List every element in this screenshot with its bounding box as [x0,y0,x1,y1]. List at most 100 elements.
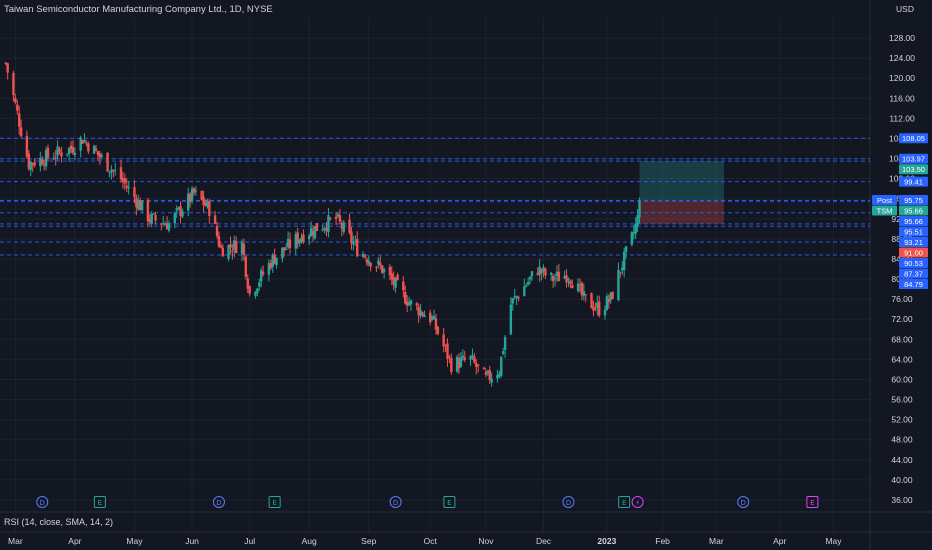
earnings-marker-icon [443,496,456,508]
candle-body [417,306,420,316]
candle-body [188,193,192,202]
level-price-tag [899,164,928,175]
level-price-tag [899,133,928,144]
level-price-tag [899,226,928,237]
candle-body [421,312,424,316]
candle-body [498,373,501,377]
candle-body [509,304,513,335]
event-marker-text: E [810,499,814,507]
rsi-indicator-label[interactable]: RSI (14, close, SMA, 14, 2) [4,517,114,527]
candle-body [16,104,19,111]
candle-body [296,232,299,244]
candle-body [621,267,624,271]
candle-body [348,219,351,233]
event-marker-text: D [741,499,746,507]
candle-body [571,285,574,289]
candle-body [611,292,614,299]
candle-body [6,63,9,73]
x-tick-label: May [825,536,842,546]
candle-body [261,271,265,275]
candle-body [298,239,301,244]
level-price-tag [899,247,928,258]
x-tick-label: Mar [8,536,23,546]
candle-body [617,269,620,301]
candle-body [632,232,635,234]
candle-body [459,357,463,367]
candle-body [12,73,15,96]
candle-body [540,269,543,274]
candle-body [394,277,397,288]
candle-body [259,270,263,282]
x-tick-label: Aug [302,536,317,546]
candle-body [327,215,330,232]
candle-body [342,222,345,232]
y-tick-label: 64.00 [891,354,913,364]
candle-body [404,291,407,304]
level-price-text: 108.05 [902,134,925,143]
candle-body [490,378,493,383]
candle-body [484,372,488,375]
candle-body [563,275,566,279]
level-tag-text: TSM [877,206,893,215]
candle-body [444,345,447,347]
level-price-tag [899,236,928,247]
x-tick-label: Oct [424,536,438,546]
candle-body [81,140,84,144]
candle-body [160,223,163,225]
candle-body [396,274,399,281]
candle-body [18,113,21,127]
level-tag-text: Post [877,196,893,205]
candle-body [442,334,445,347]
candle-body [194,190,198,192]
event-marker-text: E [622,499,626,507]
candle-body [436,327,440,334]
candle-body [125,185,128,188]
candle-body [300,237,303,242]
candle-body [622,251,626,271]
candle-body [338,215,342,222]
candle-body [231,250,234,252]
candle-body [390,273,393,280]
candle-body [503,337,507,350]
candle-body [286,238,290,248]
event-marker-text: D [393,499,398,507]
x-tick-label: Feb [655,536,670,546]
candle-body [208,201,211,216]
candle-body [98,153,102,158]
candle-body [638,200,641,218]
candle-body [162,223,165,225]
candle-body [619,271,622,273]
candle-body [200,191,203,200]
candle-body [415,303,418,306]
y-tick-label: 44.00 [891,455,913,465]
candle-body [73,152,77,155]
candle-body [544,268,547,276]
level-price-tag [899,257,928,268]
candle-body [213,215,217,224]
earnings-marker-icon [93,496,106,508]
candle-body [315,223,319,231]
candle-body [511,298,514,304]
candle-body [181,211,184,217]
y-tick-label: 36.00 [891,495,913,505]
candle-body [227,245,230,259]
candle-body [112,170,115,172]
candle-body [584,294,587,296]
candle-body [309,228,313,237]
candle-body [235,241,238,254]
candle-body [271,254,274,268]
candle-body [106,152,109,172]
event-marker-text: D [40,499,45,507]
candle-body [19,127,23,137]
candle-body [321,229,324,231]
candle-body [592,306,595,311]
candle-body [377,260,380,265]
candle-body [530,271,534,277]
candle-body [25,135,29,157]
candle-body [624,246,628,252]
earnings-marker-icon [268,496,281,508]
candle-body [42,165,46,167]
candle-body [555,271,559,276]
y-tick-label: 60.00 [891,374,913,384]
